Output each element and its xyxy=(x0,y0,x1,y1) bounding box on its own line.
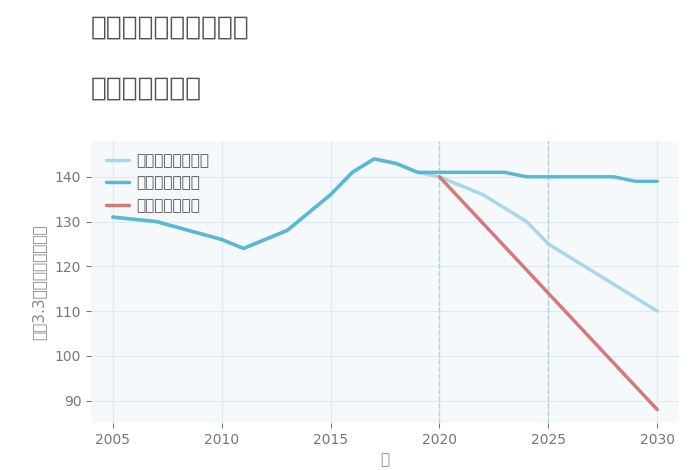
グッドシナリオ xyxy=(435,170,444,175)
グッドシナリオ xyxy=(566,174,574,180)
ノーマルシナリオ xyxy=(610,282,618,287)
グッドシナリオ xyxy=(414,170,422,175)
ノーマルシナリオ xyxy=(500,205,509,211)
ノーマルシナリオ xyxy=(544,241,552,247)
ノーマルシナリオ xyxy=(261,237,270,243)
グッドシナリオ xyxy=(522,174,531,180)
ノーマルシナリオ xyxy=(152,219,160,224)
グッドシナリオ xyxy=(544,174,552,180)
Legend: ノーマルシナリオ, グッドシナリオ, バッドシナリオ: ノーマルシナリオ, グッドシナリオ, バッドシナリオ xyxy=(100,147,216,219)
ノーマルシナリオ xyxy=(435,174,444,180)
グッドシナリオ xyxy=(500,170,509,175)
Text: 土地の価格推移: 土地の価格推移 xyxy=(91,75,202,101)
Y-axis label: 坪（3.3㎡）単価（万円）: 坪（3.3㎡）単価（万円） xyxy=(32,224,46,340)
グッドシナリオ xyxy=(108,214,117,220)
グッドシナリオ xyxy=(631,179,640,184)
ノーマルシナリオ xyxy=(631,295,640,300)
X-axis label: 年: 年 xyxy=(380,452,390,467)
ノーマルシナリオ xyxy=(392,161,400,166)
グッドシナリオ xyxy=(588,174,596,180)
グッドシナリオ xyxy=(610,174,618,180)
グッドシナリオ xyxy=(348,170,356,175)
グッドシナリオ xyxy=(218,237,226,243)
グッドシナリオ xyxy=(457,170,466,175)
ノーマルシナリオ xyxy=(108,214,117,220)
ノーマルシナリオ xyxy=(457,183,466,188)
グッドシナリオ xyxy=(283,227,291,233)
ノーマルシナリオ xyxy=(414,170,422,175)
グッドシナリオ xyxy=(370,156,378,162)
Text: 兵庫県西宮市大屋町の: 兵庫県西宮市大屋町の xyxy=(91,14,250,40)
グッドシナリオ xyxy=(261,237,270,243)
グッドシナリオ xyxy=(152,219,160,224)
ノーマルシナリオ xyxy=(653,308,662,314)
ノーマルシナリオ xyxy=(479,192,487,197)
ノーマルシナリオ xyxy=(348,170,356,175)
Line: グッドシナリオ: グッドシナリオ xyxy=(113,159,657,249)
グッドシナリオ xyxy=(653,179,662,184)
ノーマルシナリオ xyxy=(588,268,596,274)
Line: ノーマルシナリオ: ノーマルシナリオ xyxy=(113,159,657,311)
グッドシナリオ xyxy=(392,161,400,166)
グッドシナリオ xyxy=(239,246,248,251)
ノーマルシナリオ xyxy=(522,219,531,224)
ノーマルシナリオ xyxy=(239,246,248,251)
ノーマルシナリオ xyxy=(218,237,226,243)
ノーマルシナリオ xyxy=(283,227,291,233)
ノーマルシナリオ xyxy=(566,255,574,260)
ノーマルシナリオ xyxy=(326,192,335,197)
グッドシナリオ xyxy=(479,170,487,175)
ノーマルシナリオ xyxy=(370,156,378,162)
グッドシナリオ xyxy=(326,192,335,197)
